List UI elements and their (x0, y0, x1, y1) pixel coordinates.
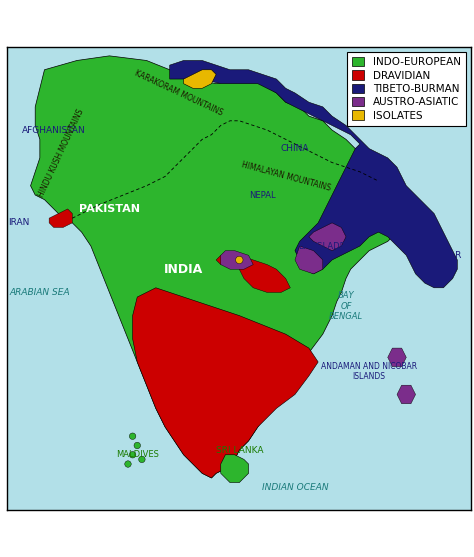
Circle shape (129, 452, 136, 458)
Polygon shape (397, 385, 416, 404)
Text: CHINA: CHINA (281, 144, 309, 153)
Text: INDIA: INDIA (164, 263, 203, 276)
Text: NEPAL: NEPAL (249, 190, 276, 199)
Text: BAY
OF
BENGAL: BAY OF BENGAL (329, 291, 363, 321)
Text: ARABIAN SEA: ARABIAN SEA (9, 288, 70, 297)
Circle shape (125, 461, 131, 467)
Text: AFGHANISTAN: AFGHANISTAN (22, 125, 86, 135)
Circle shape (129, 433, 136, 439)
Polygon shape (49, 209, 73, 227)
Circle shape (138, 456, 145, 463)
Text: SRI LANKA: SRI LANKA (216, 446, 263, 455)
Polygon shape (170, 61, 457, 288)
Legend: INDO-EUROPEAN, DRAVIDIAN, TIBETO-BURMAN, AUSTRO-ASIATIC, ISOLATES: INDO-EUROPEAN, DRAVIDIAN, TIBETO-BURMAN,… (347, 52, 466, 126)
Polygon shape (221, 455, 248, 482)
Polygon shape (133, 288, 318, 478)
Text: KARAKORAM MOUNTAINS: KARAKORAM MOUNTAINS (134, 69, 225, 118)
Polygon shape (30, 56, 416, 478)
Text: IRAN: IRAN (8, 218, 30, 227)
Text: ANDAMAN AND NICOBAR
ISLANDS: ANDAMAN AND NICOBAR ISLANDS (321, 361, 417, 381)
Polygon shape (221, 251, 253, 269)
Text: INDIAN OCEAN: INDIAN OCEAN (262, 483, 328, 492)
Text: HINDU KUSH MOUNTAINS: HINDU KUSH MOUNTAINS (36, 108, 85, 199)
Text: PAKISTAN: PAKISTAN (79, 204, 140, 214)
Text: MYANMAR: MYANMAR (416, 251, 462, 260)
Polygon shape (239, 255, 290, 292)
Polygon shape (216, 255, 235, 265)
Polygon shape (295, 246, 323, 274)
Circle shape (236, 256, 243, 263)
Polygon shape (309, 223, 346, 251)
Text: MALDIVES: MALDIVES (116, 450, 159, 460)
Text: BHUTAN: BHUTAN (328, 214, 364, 223)
Polygon shape (183, 70, 216, 89)
Text: BANGLADESH: BANGLADESH (298, 242, 356, 251)
Polygon shape (388, 348, 406, 367)
Text: HIMALAYAN MOUNTAINS: HIMALAYAN MOUNTAINS (240, 160, 331, 193)
Circle shape (134, 442, 140, 449)
